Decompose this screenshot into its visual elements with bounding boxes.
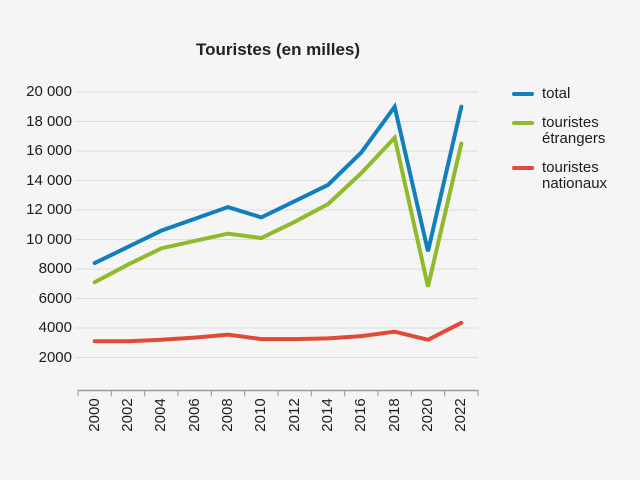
y-axis-label: 2000: [38, 348, 72, 366]
x-axis-label: 2016: [352, 398, 370, 432]
x-axis-label: 2006: [185, 398, 203, 432]
y-axis-label: 8000: [38, 260, 72, 277]
legend-item-touristes-nationaux: touristes nationaux: [512, 160, 637, 192]
legend-label-touristes-etrangers: touristes étrangers: [542, 114, 606, 147]
legend-label-touristes-nationaux: touristes nationaux: [542, 159, 608, 192]
series-line-touristes-etrangers: [92, 133, 464, 288]
y-axis-label: 20 000: [26, 83, 72, 100]
y-axis-label: 10 000: [26, 230, 72, 248]
y-axis-label: 14 000: [26, 171, 72, 189]
chart-title: Touristes (en milles): [195, 40, 361, 59]
legend-swatch-touristes-etrangers: [512, 121, 534, 125]
series-line-total: [92, 102, 464, 266]
x-axis-label: 2000: [85, 398, 103, 432]
legend-item-total: total: [512, 86, 637, 102]
y-axis-label: 12 000: [26, 201, 72, 218]
x-axis-label: 2002: [119, 398, 136, 432]
legend-swatch-touristes-nationaux: [512, 166, 534, 170]
x-axis-label: 2008: [219, 398, 236, 432]
legend-label-total: total: [542, 85, 571, 102]
legend-swatch-total: [512, 92, 534, 96]
y-axis-label: 6000: [38, 289, 72, 307]
legend-item-touristes-etrangers: touristes étrangers: [512, 115, 637, 147]
x-axis-label: 2022: [452, 398, 470, 432]
x-axis-label: 2010: [252, 398, 270, 432]
legend: total touristes étrangers touristes nati…: [512, 86, 637, 205]
x-axis-label: 2020: [419, 398, 436, 432]
x-axis-label: 2018: [385, 398, 403, 432]
series-line-touristes-nationaux: [92, 320, 464, 344]
x-axis-label: 2004: [152, 398, 170, 432]
x-axis-label: 2012: [285, 398, 303, 432]
y-axis-label: 4000: [38, 319, 72, 336]
x-axis-label: 2014: [319, 398, 336, 432]
y-axis-label: 18 000: [26, 112, 72, 130]
y-axis-label: 16 000: [26, 142, 72, 159]
